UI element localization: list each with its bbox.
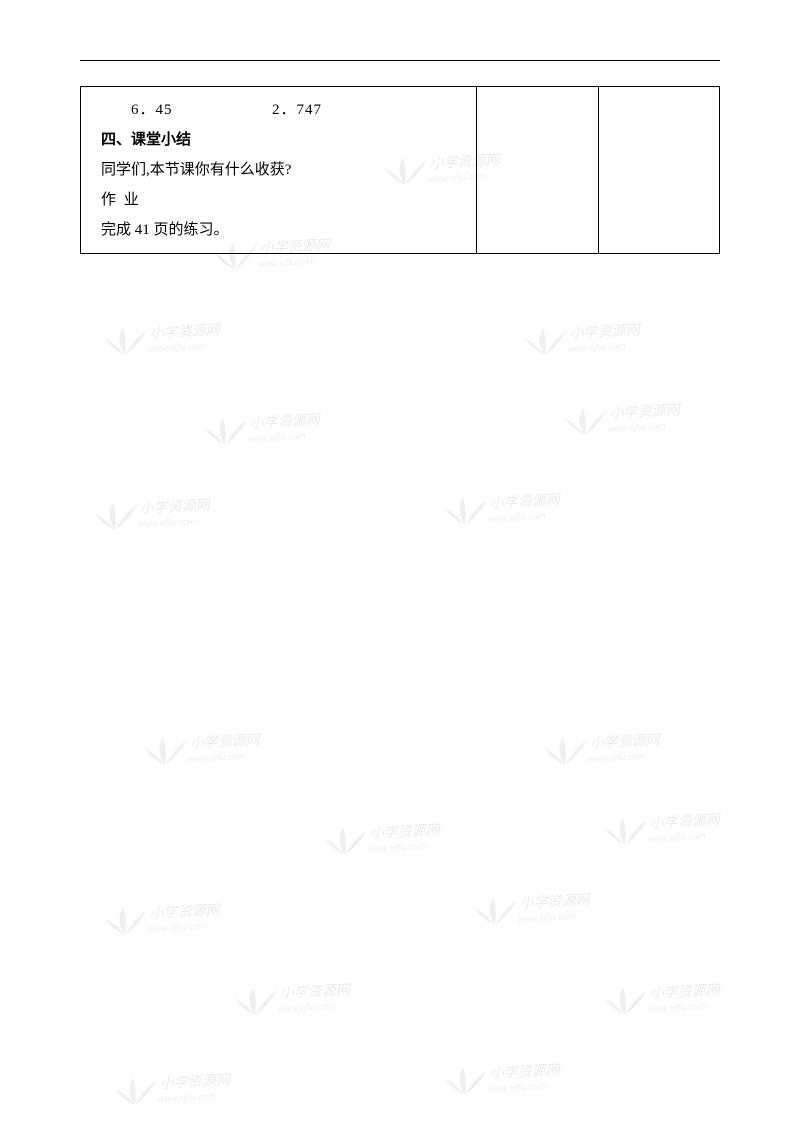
svg-text:www.xj5u.com: www.xj5u.com — [488, 511, 546, 524]
svg-text:小学资源网: 小学资源网 — [519, 892, 592, 912]
number-value-2: 2．747 — [272, 102, 322, 118]
svg-text:小学资源网: 小学资源网 — [149, 902, 222, 922]
watermark: 小学资源网 www.xj5u.com — [540, 720, 700, 780]
svg-text:www.xj5u.com: www.xj5u.com — [648, 1001, 706, 1014]
number-value-1: 6．45 — [131, 102, 173, 118]
right-cell — [598, 87, 719, 254]
svg-text:www.xj5u.com: www.xj5u.com — [158, 1091, 216, 1104]
svg-text:小学资源网: 小学资源网 — [489, 492, 562, 512]
svg-text:小学资源网: 小学资源网 — [569, 322, 642, 342]
svg-text:小学资源网: 小学资源网 — [649, 812, 722, 832]
mid-cell — [477, 87, 598, 254]
numbers-row: 6．45 2．747 — [101, 95, 464, 125]
watermark: 小学资源网 www.xj5u.com — [90, 485, 250, 545]
table-row: 6．45 2．747 四、课堂小结 同学们,本节课你有什么收获? 作 业 完成 … — [81, 87, 720, 254]
watermark: 小学资源网 www.xj5u.com — [560, 390, 720, 450]
svg-text:小学资源网: 小学资源网 — [249, 412, 322, 432]
svg-text:www.xj5u.com: www.xj5u.com — [138, 516, 196, 529]
svg-text:小学资源网: 小学资源网 — [279, 982, 352, 1002]
svg-text:www.xj5u.com: www.xj5u.com — [488, 1081, 546, 1094]
svg-text:www.xj5u.com: www.xj5u.com — [648, 831, 706, 844]
svg-text:小学资源网: 小学资源网 — [369, 822, 442, 842]
watermark: 小学资源网 www.xj5u.com — [440, 480, 600, 540]
watermark: 小学资源网 www.xj5u.com — [100, 890, 260, 950]
svg-text:小学资源网: 小学资源网 — [149, 322, 222, 342]
watermark: 小学资源网 www.xj5u.com — [320, 810, 480, 870]
watermark: 小学资源网 www.xj5u.com — [230, 970, 390, 1030]
watermark: 小学资源网 www.xj5u.com — [520, 310, 680, 370]
section-header: 四、课堂小结 — [101, 125, 464, 155]
svg-text:小学资源网: 小学资源网 — [159, 1072, 232, 1092]
svg-text:小学资源网: 小学资源网 — [649, 982, 722, 1002]
page-container: 6．45 2．747 四、课堂小结 同学们,本节课你有什么收获? 作 业 完成 … — [0, 0, 800, 294]
main-cell: 6．45 2．747 四、课堂小结 同学们,本节课你有什么收获? 作 业 完成 … — [81, 87, 477, 254]
svg-text:小学资源网: 小学资源网 — [489, 1062, 562, 1082]
watermark: 小学资源网 www.xj5u.com — [440, 1050, 600, 1110]
svg-text:www.xj5u.com: www.xj5u.com — [248, 431, 306, 444]
svg-text:小学资源网: 小学资源网 — [609, 402, 682, 422]
watermark: 小学资源网 www.xj5u.com — [110, 1060, 270, 1120]
svg-text:www.xj5u.com: www.xj5u.com — [568, 341, 626, 354]
svg-text:小学资源网: 小学资源网 — [139, 497, 212, 517]
content-table: 6．45 2．747 四、课堂小结 同学们,本节课你有什么收获? 作 业 完成 … — [80, 86, 720, 254]
watermark: 小学资源网 www.xj5u.com — [470, 880, 630, 940]
watermark: 小学资源网 www.xj5u.com — [600, 800, 760, 860]
svg-text:www.xj5u.com: www.xj5u.com — [188, 751, 246, 764]
svg-text:小学资源网: 小学资源网 — [189, 732, 262, 752]
svg-text:www.xj5u.com: www.xj5u.com — [608, 421, 666, 434]
question-line: 同学们,本节课你有什么收获? — [101, 155, 464, 185]
watermark: 小学资源网 www.xj5u.com — [600, 970, 760, 1030]
watermark: 小学资源网 www.xj5u.com — [200, 400, 360, 460]
svg-text:www.xj5u.com: www.xj5u.com — [368, 841, 426, 854]
homework-label: 作 业 — [101, 185, 464, 215]
svg-text:www.xj5u.com: www.xj5u.com — [518, 911, 576, 924]
svg-text:www.xj5u.com: www.xj5u.com — [588, 751, 646, 764]
svg-text:www.xj5u.com: www.xj5u.com — [148, 921, 206, 934]
watermark: 小学资源网 www.xj5u.com — [140, 720, 300, 780]
watermark: 小学资源网 www.xj5u.com — [100, 310, 260, 370]
header-rule — [80, 60, 720, 61]
svg-text:www.xj5u.com: www.xj5u.com — [278, 1001, 336, 1014]
homework-detail: 完成 41 页的练习。 — [101, 215, 464, 245]
cell-content: 6．45 2．747 四、课堂小结 同学们,本节课你有什么收获? 作 业 完成 … — [81, 87, 476, 253]
svg-text:www.xj5u.com: www.xj5u.com — [148, 341, 206, 354]
svg-text:小学资源网: 小学资源网 — [589, 732, 662, 752]
